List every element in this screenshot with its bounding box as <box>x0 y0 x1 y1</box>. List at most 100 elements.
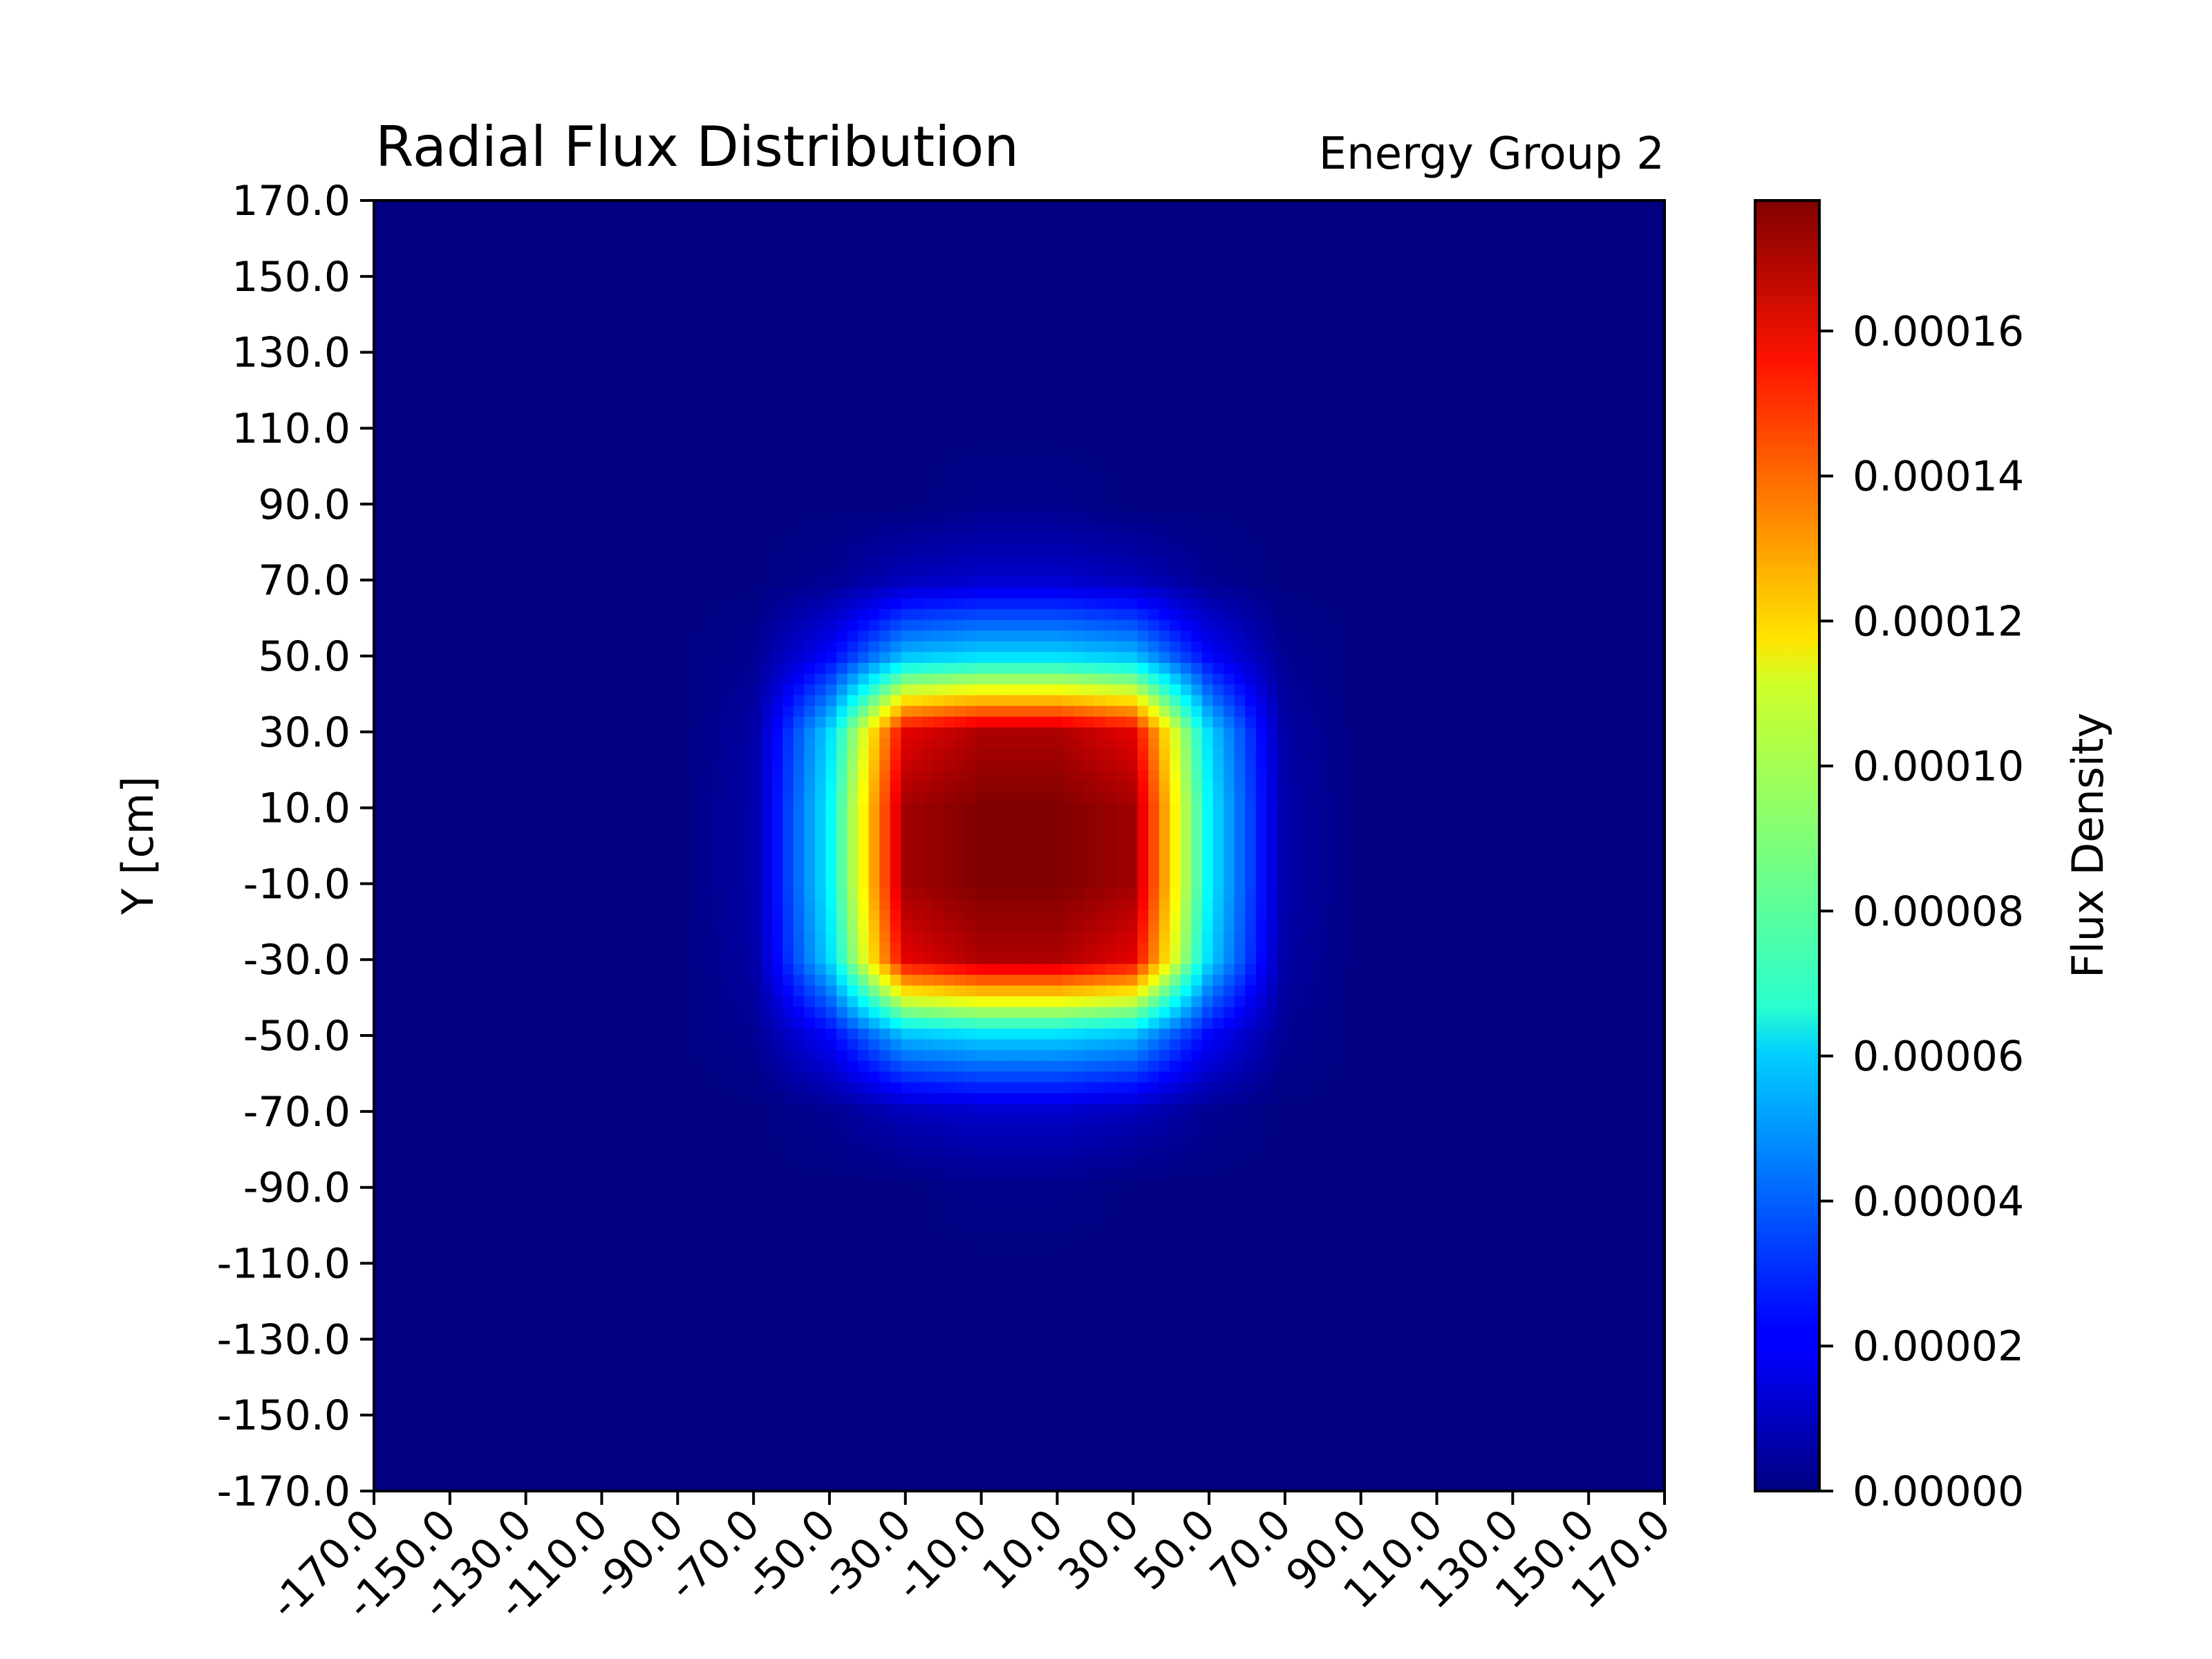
heatmap-cell <box>1417 200 1429 212</box>
heatmap-cell <box>986 308 998 319</box>
heatmap-cell <box>406 619 418 631</box>
heatmap-cell <box>535 469 547 481</box>
heatmap-cell <box>1266 426 1278 438</box>
heatmap-cell <box>1481 458 1493 470</box>
heatmap-cell <box>1019 372 1031 384</box>
heatmap-cell <box>771 383 783 395</box>
heatmap-cell <box>1094 350 1106 362</box>
heatmap-cell <box>1514 383 1526 395</box>
heatmap-cell <box>1094 222 1106 234</box>
heatmap-cell <box>1492 577 1504 588</box>
heatmap-cell <box>578 598 590 610</box>
heatmap-cell <box>514 544 525 556</box>
heatmap-cell <box>793 534 805 545</box>
heatmap-cell <box>879 619 891 631</box>
heatmap-cell <box>1299 480 1311 491</box>
heatmap-cell <box>804 512 816 524</box>
heatmap-cell <box>793 555 805 567</box>
heatmap-cell <box>568 501 579 513</box>
heatmap-cell <box>1535 577 1547 588</box>
heatmap-cell <box>1051 297 1063 309</box>
heatmap-cell <box>621 211 632 223</box>
heatmap-cell <box>1621 523 1633 534</box>
heatmap-cell <box>524 565 536 578</box>
heatmap-cell <box>664 362 676 373</box>
heatmap-cell <box>1309 383 1321 395</box>
heatmap-cell <box>1374 211 1386 223</box>
heatmap-cell <box>686 200 697 212</box>
heatmap-cell <box>545 372 558 384</box>
heatmap-cell <box>933 254 945 265</box>
heatmap-cell <box>449 308 461 319</box>
heatmap-cell <box>1342 544 1353 556</box>
heatmap-cell <box>1396 577 1407 588</box>
heatmap-cell <box>1266 232 1278 244</box>
heatmap-cell <box>1653 609 1665 621</box>
heatmap-cell <box>1170 222 1181 234</box>
heatmap-cell <box>1557 286 1568 298</box>
heatmap-cell <box>825 362 837 373</box>
heatmap-cell <box>1632 534 1644 545</box>
heatmap-cell <box>696 491 708 503</box>
heatmap-cell <box>955 577 966 588</box>
heatmap-cell <box>1611 200 1622 212</box>
heatmap-cell <box>750 265 762 276</box>
heatmap-cell <box>686 254 697 265</box>
heatmap-cell <box>664 297 676 309</box>
heatmap-cell <box>1524 512 1536 524</box>
heatmap-cell <box>911 372 924 384</box>
heatmap-cell <box>395 232 407 244</box>
heatmap-cell <box>1396 372 1407 384</box>
heatmap-cell <box>729 340 740 352</box>
heatmap-cell <box>1051 512 1063 524</box>
heatmap-cell <box>384 588 396 599</box>
heatmap-cell <box>858 329 870 341</box>
heatmap-cell <box>556 447 568 459</box>
heatmap-cell <box>1567 577 1580 588</box>
heatmap-cell <box>1514 447 1526 459</box>
heatmap-cell <box>1503 555 1515 567</box>
heatmap-cell <box>1449 254 1461 265</box>
heatmap-cell <box>1524 630 1536 642</box>
heatmap-cell <box>1083 512 1096 524</box>
heatmap-cell <box>944 501 955 513</box>
heatmap-cell <box>1127 534 1138 545</box>
heatmap-cell <box>556 426 568 438</box>
heatmap-cell <box>481 469 493 481</box>
heatmap-cell <box>858 254 870 265</box>
heatmap-cell <box>406 577 418 588</box>
heatmap-cell <box>1600 211 1611 223</box>
heatmap-cell <box>632 254 644 265</box>
heatmap-cell <box>568 641 579 653</box>
heatmap-cell <box>1019 200 1031 212</box>
heatmap-cell <box>556 372 568 384</box>
heatmap-cell <box>1374 501 1386 513</box>
heatmap-cell <box>1503 297 1515 309</box>
heatmap-cell <box>1363 426 1375 438</box>
heatmap-cell <box>911 404 924 416</box>
heatmap-cell <box>1105 350 1117 362</box>
heatmap-cell <box>761 404 773 416</box>
heatmap-cell <box>556 275 568 288</box>
heatmap-cell <box>664 394 676 406</box>
heatmap-cell <box>664 555 676 567</box>
heatmap-cell <box>986 254 998 265</box>
heatmap-cell <box>868 297 880 309</box>
heatmap-cell <box>944 319 955 330</box>
heatmap-cell <box>858 243 870 255</box>
heatmap-cell <box>1255 362 1267 373</box>
heatmap-cell <box>1578 340 1590 352</box>
heatmap-cell <box>1234 275 1246 288</box>
heatmap-cell <box>739 394 751 406</box>
heatmap-cell <box>1094 501 1106 513</box>
heatmap-cell <box>1342 501 1353 513</box>
heatmap-cell <box>922 383 934 395</box>
heatmap-cell <box>568 480 579 491</box>
heatmap-cell <box>610 319 622 330</box>
heatmap-cell <box>514 598 525 610</box>
heatmap-cell <box>471 512 482 524</box>
heatmap-cell <box>568 426 579 438</box>
heatmap-cell <box>438 404 450 416</box>
heatmap-cell <box>1352 394 1364 406</box>
heatmap-cell <box>460 588 471 599</box>
